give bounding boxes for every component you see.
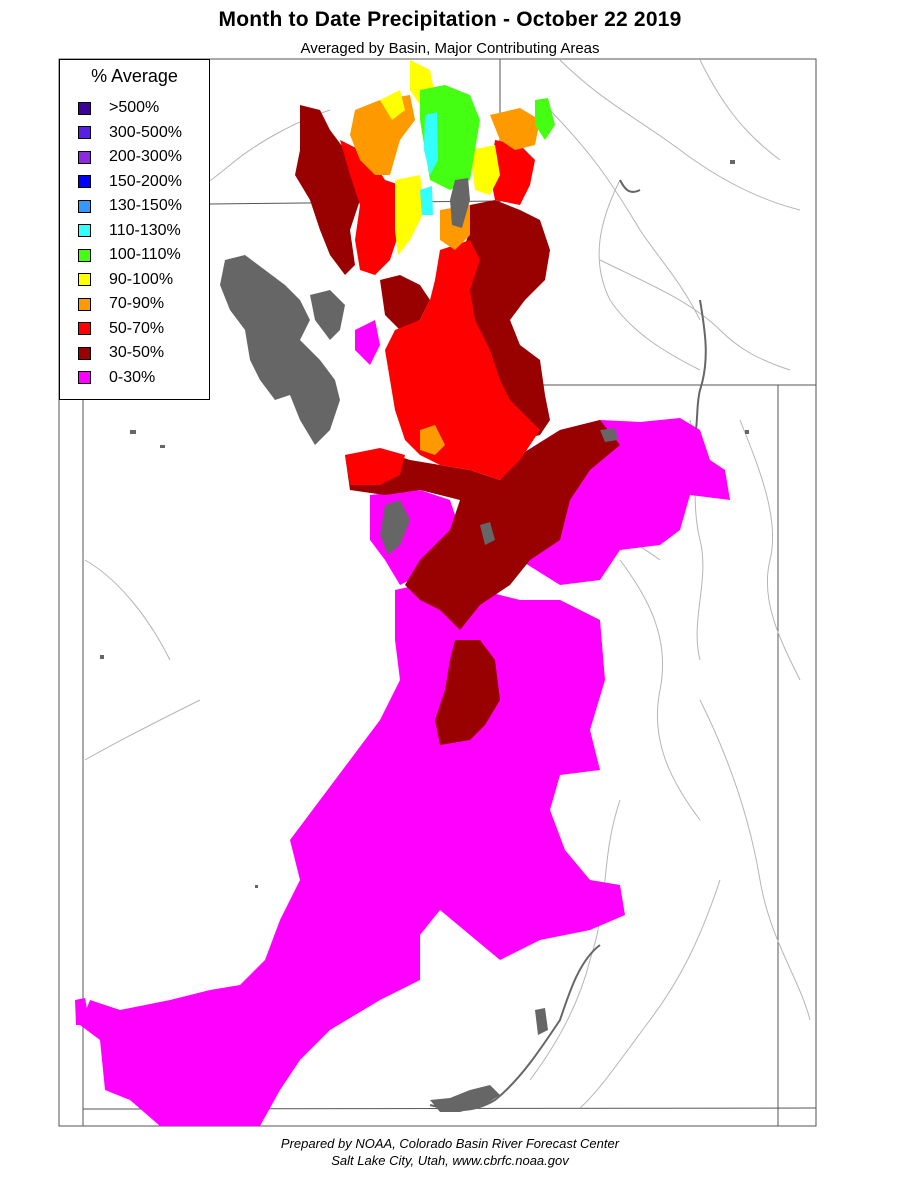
legend-swatch: [78, 224, 91, 237]
legend-swatch: [78, 248, 91, 262]
legend-label: 300-500%: [109, 123, 182, 141]
bear-lake: [450, 178, 470, 228]
legend-item: >500%: [78, 98, 159, 118]
utah-lake: [380, 500, 410, 555]
legend-swatch: [78, 322, 91, 335]
basin-70-90: [350, 95, 540, 455]
legend-item: 0-30%: [78, 368, 155, 388]
legend-swatch: [78, 199, 91, 213]
legend-swatch: [78, 150, 91, 164]
legend-item: 100-110%: [78, 245, 181, 265]
map-subtitle: Averaged by Basin, Major Contributing Ar…: [300, 40, 600, 57]
legend-item: 110-130%: [78, 221, 181, 241]
legend: % Average >500% 300-500% 200-300% 150-200% 1…: [59, 59, 210, 400]
credit-line-2: Salt Lake City, Utah, www.cbrfc.noaa.gov: [331, 1153, 569, 1168]
legend-swatch: [78, 346, 91, 360]
legend-label: 130-150%: [109, 197, 182, 214]
small-water-features: [100, 160, 749, 888]
legend-label: 200-300%: [109, 148, 182, 165]
legend-item: 50-70%: [78, 319, 164, 339]
legend-item: 130-150%: [78, 196, 182, 216]
map-frame: [58, 58, 817, 1127]
legend-label: 50-70%: [109, 319, 165, 337]
legend-label: 0-30%: [109, 368, 156, 386]
legend-label: 100-110%: [109, 246, 181, 263]
legend-item: 70-90%: [78, 294, 164, 314]
legend-label: 150-200%: [109, 172, 182, 190]
legend-item: 300-500%: [78, 123, 182, 143]
credit-line-1: Prepared by NOAA, Colorado Basin River F…: [280, 1136, 620, 1151]
legend-swatch: [78, 101, 91, 115]
legend-swatch: [78, 273, 91, 286]
legend-label: 70-90%: [109, 295, 165, 312]
legend-label: 110-130%: [109, 221, 181, 239]
legend-label: 30-50%: [109, 344, 165, 361]
basin-110-130: [420, 112, 438, 215]
legend-label: >500%: [109, 99, 160, 116]
legend-item: 90-100%: [78, 270, 173, 290]
legend-swatch: [78, 371, 91, 384]
lake-powell: [430, 1085, 500, 1112]
map-title: Month to Date Precipitation - October 22…: [218, 8, 682, 31]
legend-swatch: [78, 297, 91, 311]
legend-title: % Average: [91, 66, 178, 86]
basin-50-70: [340, 140, 540, 485]
lakes: [220, 178, 618, 1112]
legend-item: 200-300%: [78, 147, 182, 167]
great-salt-lake: [220, 255, 340, 445]
legend-swatch: [78, 175, 91, 188]
legend-label: 90-100%: [109, 270, 174, 288]
legend-item: 150-200%: [78, 172, 182, 192]
basin-0-30: [75, 320, 730, 1126]
legend-swatch: [78, 126, 91, 139]
legend-item: 30-50%: [78, 343, 164, 363]
